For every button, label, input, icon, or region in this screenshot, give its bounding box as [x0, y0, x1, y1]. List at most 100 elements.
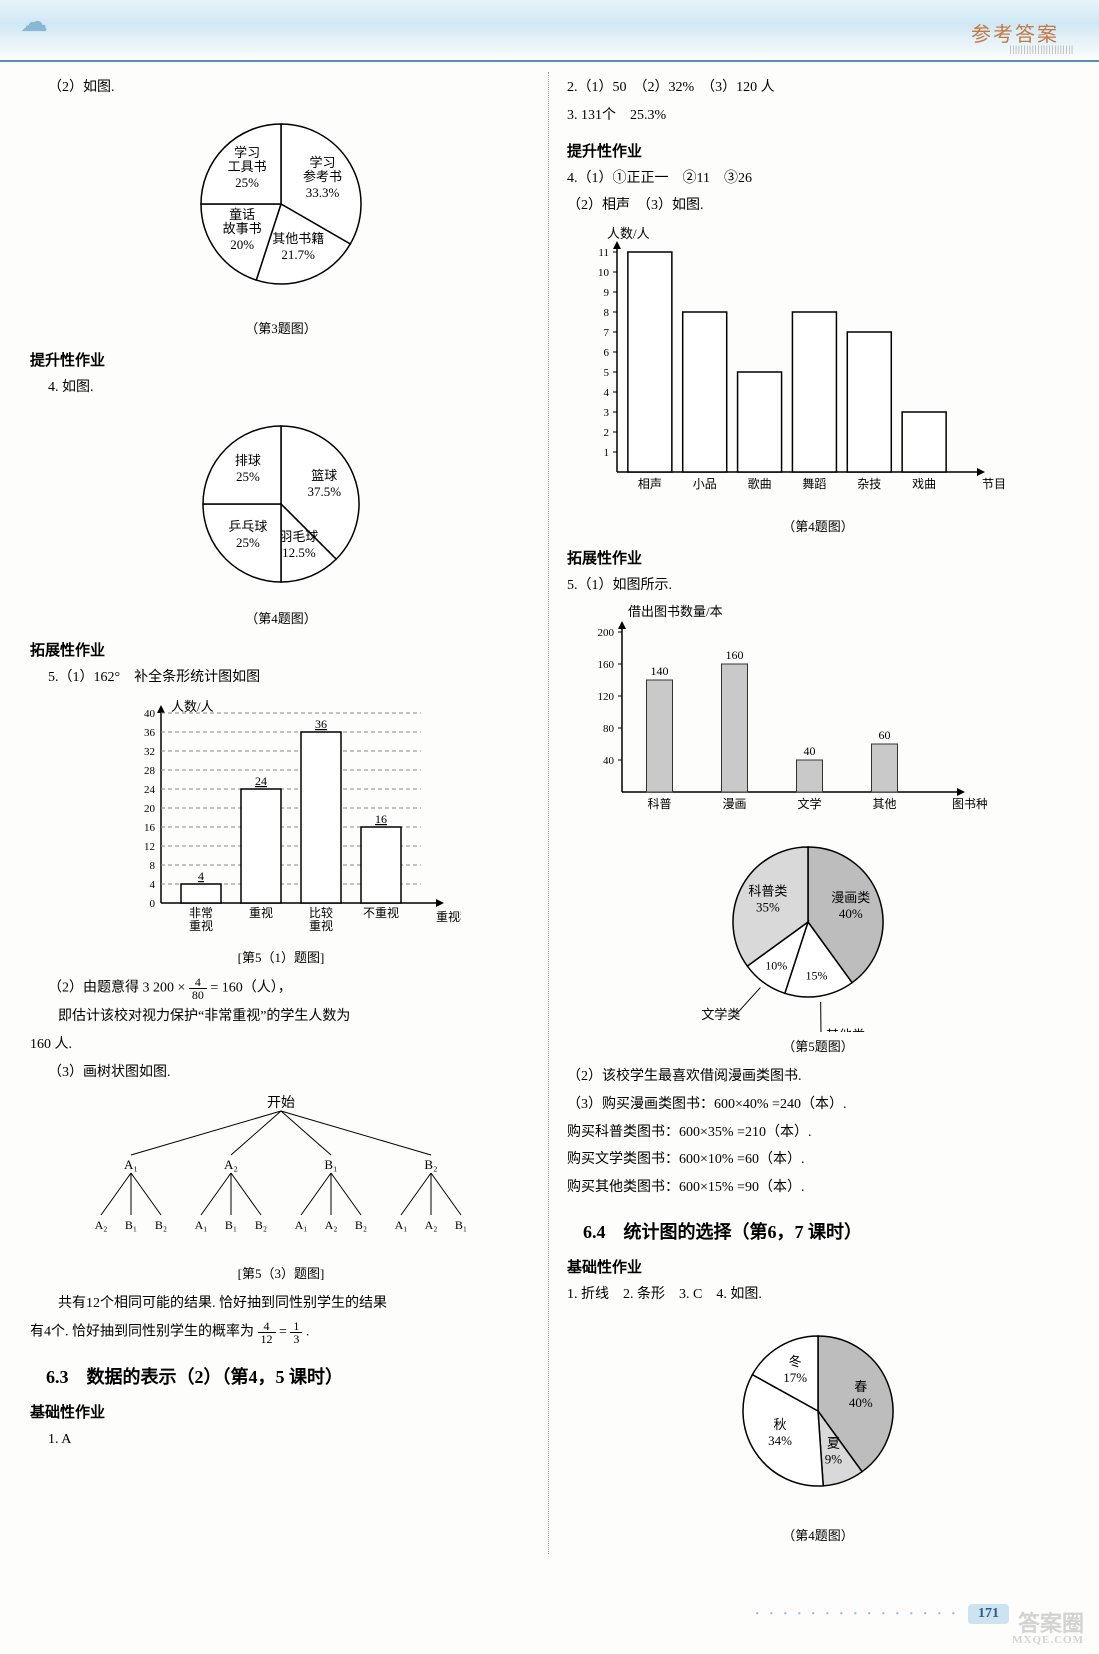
svg-text:A₁: A₁: [395, 1218, 408, 1232]
svg-text:40: 40: [804, 744, 816, 758]
svg-text:借出图书数量/本: 借出图书数量/本: [628, 604, 723, 619]
svg-text:科普类: 科普类: [748, 884, 787, 899]
svg-text:200: 200: [598, 627, 615, 639]
svg-text:1: 1: [604, 447, 610, 459]
text-part: 有4个. 恰好抽到同性别学生的概率为: [30, 1324, 254, 1339]
text: 160 人.: [30, 1033, 532, 1057]
svg-text:比较: 比较: [309, 905, 333, 920]
chapter-title: 6.3 数据的表示（2）（第4，5 课时）: [46, 1363, 532, 1389]
svg-text:B₂: B₂: [155, 1218, 167, 1232]
header-label: 参考答案: [971, 18, 1059, 47]
r-q4b-pie-chart: 春40%夏9%秋34%冬17%: [688, 1311, 948, 1521]
svg-text:2: 2: [604, 427, 610, 439]
svg-text:A₁: A₁: [195, 1218, 208, 1232]
svg-text:人数/人: 人数/人: [171, 699, 214, 714]
svg-text:24: 24: [255, 774, 267, 788]
section-heading: 提升性作业: [30, 349, 532, 370]
svg-text:排球: 排球: [235, 453, 261, 468]
svg-text:35%: 35%: [756, 900, 780, 915]
svg-text:科普: 科普: [647, 797, 671, 811]
svg-text:B₁: B₁: [324, 1157, 337, 1172]
svg-text:B₂: B₂: [424, 1157, 437, 1172]
text: 即估计该校对视力保护“非常重视”的学生人数为: [30, 1005, 532, 1029]
text: 4. 如图.: [30, 376, 532, 400]
page-footer: • • • • • • • • • • • • • • • 171 答案圈MXQ…: [0, 1584, 1099, 1654]
svg-text:9: 9: [604, 287, 610, 299]
svg-text:32: 32: [144, 746, 155, 758]
svg-text:12.5%: 12.5%: [282, 545, 316, 560]
svg-text:篮球: 篮球: [311, 468, 337, 483]
svg-text:杂技: 杂技: [857, 477, 881, 491]
svg-text:乒乓球: 乒乓球: [228, 519, 267, 534]
svg-text:36: 36: [144, 727, 156, 739]
svg-text:其他书籍: 其他书籍: [272, 231, 324, 246]
section-heading: 基础性作业: [30, 1401, 532, 1422]
svg-text:B₂: B₂: [255, 1218, 267, 1232]
svg-text:25%: 25%: [236, 469, 260, 484]
text: （2）由题意得 3 200 × 480 = 160（人），: [30, 976, 532, 1001]
svg-text:16: 16: [375, 812, 387, 826]
svg-text:相声: 相声: [638, 477, 662, 491]
svg-text:8: 8: [604, 307, 610, 319]
svg-text:人数/人: 人数/人: [607, 226, 650, 241]
svg-text:春: 春: [854, 1379, 867, 1394]
fraction: 13: [290, 1320, 302, 1345]
text: 2.（1）50 （2）32% （3）120 人: [567, 76, 1069, 100]
fig-caption: （第5题图）: [567, 1036, 1069, 1055]
footer-dots: • • • • • • • • • • • • • • •: [755, 1609, 959, 1620]
cloud-icon: ☁︎: [20, 5, 48, 39]
svg-text:B₁: B₁: [225, 1218, 237, 1232]
svg-text:不重视: 不重视: [363, 905, 399, 920]
svg-text:漫画: 漫画: [722, 797, 746, 811]
svg-text:60: 60: [879, 728, 891, 742]
svg-text:A₁: A₁: [124, 1157, 138, 1172]
svg-text:40%: 40%: [849, 1395, 873, 1410]
svg-text:10: 10: [598, 267, 610, 279]
svg-text:夏: 夏: [827, 1435, 840, 1450]
text-part: = 160（人），: [210, 981, 291, 996]
watermark: 答案圈MXQE.COM: [1012, 1613, 1084, 1646]
q5-3-tree-diagram: 开始A₁A₂B₁B₂A₂A₁B₁B₂B₁A₁A₂B₂B₂A₁A₂B₁: [51, 1089, 511, 1259]
svg-text:歌曲: 歌曲: [748, 476, 772, 491]
text: 5.（1）如图所示.: [567, 574, 1069, 598]
text-part: =: [279, 1324, 290, 1339]
svg-text:20: 20: [144, 803, 156, 815]
svg-text:A₂: A₂: [95, 1218, 108, 1232]
text: 有4个. 恰好抽到同性别学生的概率为 412 = 13 .: [30, 1320, 532, 1345]
svg-text:4: 4: [150, 879, 156, 891]
svg-text:B₂: B₂: [355, 1218, 367, 1232]
svg-text:40: 40: [144, 708, 156, 720]
svg-text:140: 140: [651, 664, 669, 678]
fig-caption: （第4题图）: [567, 1525, 1069, 1544]
svg-text:冬: 冬: [789, 1354, 802, 1369]
svg-text:4: 4: [198, 869, 204, 883]
svg-text:学习: 学习: [234, 145, 260, 160]
fraction: 480: [189, 976, 207, 1001]
svg-text:重视: 重视: [309, 918, 333, 933]
svg-text:5: 5: [604, 367, 610, 379]
svg-text:37.5%: 37.5%: [307, 484, 341, 499]
text: 3. 131个 25.3%: [567, 104, 1069, 128]
left-column: （2）如图. 学习参考书33.3%其他书籍21.7%童话故事书20%学习工具书2…: [30, 72, 532, 1554]
svg-text:B₁: B₁: [455, 1218, 467, 1232]
svg-text:故事书: 故事书: [223, 221, 262, 236]
text-part: .: [306, 1324, 310, 1339]
svg-text:34%: 34%: [768, 1433, 792, 1448]
header-ticks: |||||||||||||||||||||||: [1010, 44, 1074, 54]
svg-text:0: 0: [150, 898, 156, 910]
text: 购买科普类图书：600×35% =210（本）.: [567, 1121, 1069, 1145]
header-banner: ☁︎ 参考答案 |||||||||||||||||||||||: [0, 0, 1099, 62]
svg-text:其他类: 其他类: [826, 1028, 865, 1032]
svg-text:40%: 40%: [839, 906, 863, 921]
svg-text:重视: 重视: [189, 918, 213, 933]
svg-text:7: 7: [604, 327, 610, 339]
svg-text:学习: 学习: [310, 155, 336, 170]
svg-text:羽毛球: 羽毛球: [279, 529, 318, 544]
svg-text:3: 3: [604, 407, 610, 419]
svg-text:28: 28: [144, 765, 156, 777]
svg-text:小品: 小品: [693, 477, 717, 491]
fig-caption: （第4题图）: [30, 608, 532, 627]
text: 1. A: [30, 1428, 532, 1452]
svg-text:16: 16: [144, 822, 156, 834]
svg-text:漫画类: 漫画类: [831, 890, 870, 905]
